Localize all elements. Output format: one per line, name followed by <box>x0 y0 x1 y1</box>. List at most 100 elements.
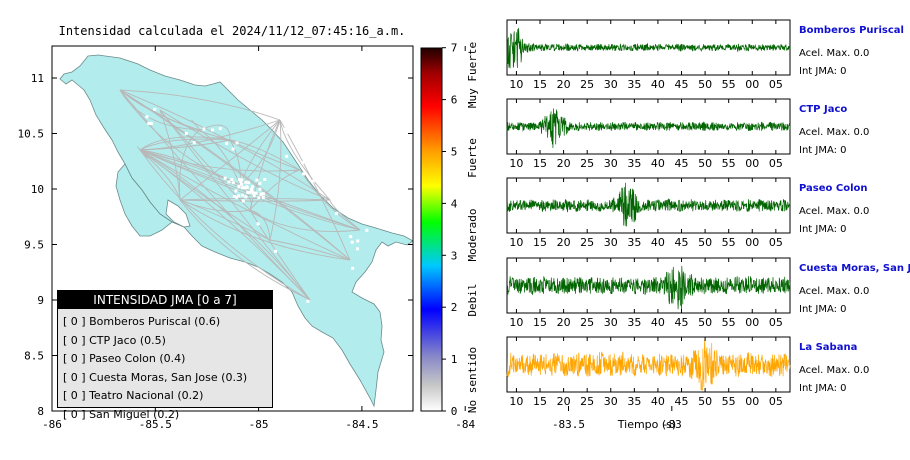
road <box>139 138 231 151</box>
waveform-x-tick-label: 40 <box>651 236 665 249</box>
waveform-x-tick-label: 40 <box>651 157 665 170</box>
legend-item-level: [ 0 ] <box>63 370 90 384</box>
colorbar-tick-label: 1 <box>451 353 458 366</box>
station-dot <box>235 141 239 145</box>
waveform-x-tick-label: 10 <box>509 316 523 329</box>
waveform-panel: 10 15 20 25 30 35 40 45 50 55 00 05 Paseo Colon Acel.… <box>506 177 869 249</box>
legend-item: [ 0 ] Paseo Colon (0.4) <box>58 350 272 369</box>
colorbar-ticks: 0 1 2 3 4 5 6 7 <box>442 42 458 418</box>
station-dot <box>211 128 215 132</box>
gulf-of-nicoya <box>165 199 191 228</box>
map-x-tick-label: -86 <box>42 418 62 431</box>
station-dot <box>239 180 243 184</box>
figure-title: Intensidad calculada el 2024/11/12_07:45… <box>59 24 406 38</box>
road <box>139 119 281 151</box>
station-dot <box>223 176 227 180</box>
road <box>179 199 311 301</box>
waveform-x-tick-label: 45 <box>675 236 689 249</box>
waveform-x-tick-label: 20 <box>557 157 571 170</box>
road <box>139 149 311 301</box>
legend-item: [ 0 ] Cuesta Moras, San Jose (0.3) <box>58 369 272 388</box>
waveform-x-tick-label: 05 <box>769 157 783 170</box>
waveform-x-tick-label: 30 <box>604 78 618 91</box>
map-x-tick-label: -83.5 <box>552 418 585 431</box>
map-x-tick-label: -85 <box>249 418 269 431</box>
waveform-x-tick-label: 00 <box>745 78 759 91</box>
road <box>179 198 331 201</box>
station-dot <box>231 147 235 151</box>
map-x-tick-label: -85.5 <box>139 418 172 431</box>
station-dot <box>263 178 267 182</box>
legend-item-level: [ 0 ] <box>63 315 90 328</box>
waveform-x-tick-label: 50 <box>698 157 712 170</box>
legend-item: [ 0 ] San Miguel (0.2) <box>58 406 272 425</box>
waveform-x-tick-label: 30 <box>604 395 618 408</box>
road <box>249 209 271 241</box>
waveform-x-tick-label: 10 <box>509 78 523 91</box>
station-max-accel: Acel. Max. 0.0 <box>799 48 869 59</box>
colorbar-tick-label: 0 <box>451 405 458 418</box>
station-name: La Sabana <box>799 342 857 353</box>
legend-item-level: [ 0 ] <box>63 333 90 347</box>
station-dot <box>334 212 338 216</box>
road <box>229 139 301 171</box>
waveform-x-tick-label: 50 <box>698 395 712 408</box>
waveform-x-tick-label: 25 <box>580 316 594 329</box>
waveform-x-tick-label: 10 <box>509 157 523 170</box>
road <box>119 89 201 131</box>
road <box>179 119 281 201</box>
colorbar-tick-label: 4 <box>451 197 458 210</box>
station-dot <box>240 193 244 197</box>
waveform-panel: 10 15 20 25 30 35 40 45 50 55 00 05 Bomberos Purisca… <box>506 19 904 91</box>
station-name: Cuesta Moras, San Jose <box>799 263 910 274</box>
waveform-panel: 10 15 20 25 30 35 40 45 50 55 00 05 CTP Jaco Acel. Ma… <box>506 98 869 170</box>
waveform-x-tick-label: 45 <box>675 78 689 91</box>
colorbar-category-label: Muy Fuerte <box>466 42 479 108</box>
road <box>269 239 351 261</box>
time-axis-label: Tiempo (s) <box>617 418 676 431</box>
intensity-legend: INTENSIDAD JMA [0 a 7] [ 0 ] Bomberos Pu… <box>57 290 273 421</box>
station-dot <box>227 180 231 184</box>
waveform-x-tick-label: 55 <box>722 316 736 329</box>
station-dot <box>306 299 310 303</box>
waveform-x-tick-label: 40 <box>651 316 665 329</box>
road <box>159 109 181 201</box>
station-dot <box>244 180 248 184</box>
waveform-x-tick-label: 30 <box>604 157 618 170</box>
waveform-trace <box>506 265 791 310</box>
station-dot <box>356 239 360 243</box>
station-name: CTP Jaco <box>799 104 847 115</box>
station-dot <box>293 307 297 311</box>
station-dot <box>145 115 149 119</box>
waveform-x-tick-label: 55 <box>722 395 736 408</box>
station-dot <box>255 178 259 182</box>
waveform-x-tick-label: 00 <box>745 157 759 170</box>
colorbar-gradient <box>420 47 443 412</box>
map-y-tick-label: 9 <box>37 294 44 307</box>
station-dot <box>153 107 157 111</box>
legend-item-level: [ 0 ] <box>63 407 90 421</box>
waveform-x-tick-label: 45 <box>675 157 689 170</box>
waveform-x-tick-label: 50 <box>698 236 712 249</box>
waveform-x-tick-label: 25 <box>580 236 594 249</box>
station-dot <box>147 121 151 125</box>
road <box>179 199 331 202</box>
road <box>136 146 141 151</box>
station-markers <box>145 107 369 311</box>
waveform-x-tick-label: 50 <box>698 316 712 329</box>
road <box>329 199 361 231</box>
waveform-trace <box>506 338 791 391</box>
map-x-tick-label: -84 <box>455 418 475 431</box>
station-dot <box>218 127 222 131</box>
colorbar-tick-label: 7 <box>451 42 458 55</box>
map-y-tick-label: 10.5 <box>18 128 45 141</box>
waveform-x-tick-label: 05 <box>769 78 783 91</box>
station-dot <box>225 141 229 145</box>
road-network <box>119 89 361 301</box>
waveform-x-tick-label: 55 <box>722 157 736 170</box>
station-jma-intensity: Int JMA: 0 <box>799 145 847 156</box>
station-dot <box>283 127 287 131</box>
station-dot <box>250 185 254 189</box>
waveform-panel: 10 15 20 25 30 35 40 45 50 55 00 05 La Sabana Acel. M… <box>506 336 869 408</box>
station-dot <box>243 186 247 190</box>
